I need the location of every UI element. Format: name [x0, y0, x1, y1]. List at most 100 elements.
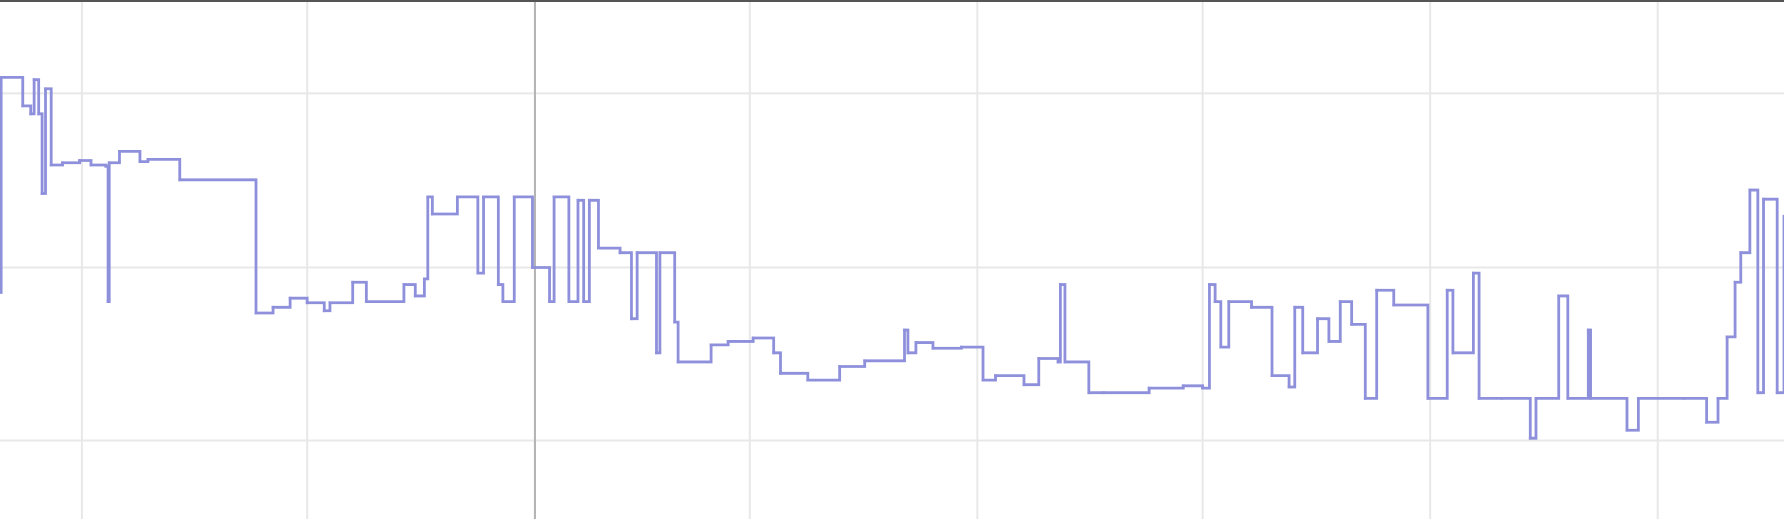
line-step [305, 301, 326, 313]
line-step [1350, 322, 1367, 400]
line-step [1375, 288, 1396, 307]
line-step [1181, 384, 1205, 390]
line-step [960, 345, 985, 382]
line-step [1392, 303, 1430, 400]
line-step [49, 161, 64, 167]
line-step [328, 280, 355, 305]
line-step [548, 195, 556, 304]
line-step [501, 195, 516, 304]
line-step [582, 198, 591, 304]
line-step [37, 112, 44, 195]
line-step [1058, 283, 1067, 364]
line-step [29, 78, 36, 116]
line-step [779, 371, 810, 382]
line-step [322, 301, 332, 313]
line-step [1762, 197, 1779, 395]
line-step [806, 365, 842, 382]
line-step [402, 283, 417, 298]
line-step [552, 195, 571, 304]
line-step [351, 280, 368, 304]
line-step [772, 351, 782, 375]
line-step [576, 198, 586, 304]
line-step [476, 195, 485, 275]
line-step [104, 164, 110, 304]
line-step [21, 104, 33, 116]
line-step [1451, 271, 1475, 355]
line-step [106, 161, 111, 304]
line-step [288, 296, 309, 305]
line-step [1056, 283, 1062, 364]
line-step [1293, 305, 1305, 355]
line-step [0, 75, 3, 294]
line-step [0, 75, 25, 108]
line-step [1733, 251, 1743, 284]
line-step [254, 305, 275, 315]
line-step [863, 328, 906, 363]
line-step [751, 336, 776, 355]
line-step [89, 163, 108, 168]
line-step [1250, 305, 1274, 377]
line-step [1201, 283, 1211, 390]
line-step [658, 251, 677, 324]
line-step [1227, 300, 1253, 309]
line-step [1500, 396, 1532, 440]
line-step [838, 359, 867, 368]
line-step [1534, 294, 1561, 400]
line-step [655, 251, 662, 355]
line-step [1063, 360, 1091, 395]
line-step [1756, 197, 1765, 395]
line-step [931, 345, 963, 350]
line-step [1363, 288, 1379, 400]
line-step [426, 195, 434, 216]
line-step [482, 195, 500, 286]
line-step [1716, 335, 1729, 400]
line-step [709, 340, 730, 347]
line-step [531, 266, 551, 304]
line-step [597, 246, 622, 255]
line-step [1775, 214, 1784, 395]
line-step [364, 283, 406, 304]
line-step [413, 277, 426, 298]
line-step [1270, 374, 1291, 389]
line-step [1426, 288, 1449, 400]
line-step [496, 283, 505, 304]
line-step [1725, 280, 1737, 339]
plot [0, 75, 1784, 440]
line-step [618, 251, 633, 321]
line-step [630, 251, 639, 321]
line-step [1287, 305, 1297, 389]
line-step [587, 198, 600, 250]
line-step [994, 374, 1026, 387]
line-step [107, 149, 121, 165]
line-step [635, 251, 658, 355]
line-step [1327, 300, 1342, 343]
line-step [1102, 386, 1151, 395]
line-step [1528, 396, 1538, 440]
line-step [567, 198, 580, 304]
line-step [1557, 294, 1570, 400]
line-step [1037, 357, 1060, 364]
line-step [422, 195, 430, 281]
line-step [118, 149, 142, 164]
line-step [1586, 328, 1592, 400]
line-step [32, 78, 41, 116]
line-step [1705, 396, 1720, 424]
line-step [1316, 317, 1331, 343]
line-step [44, 87, 53, 167]
line-step [981, 374, 997, 382]
line-step [1739, 188, 1752, 255]
line-step [455, 195, 480, 275]
line-step [1589, 396, 1629, 432]
line-step [1682, 396, 1709, 424]
line-step [1208, 283, 1217, 304]
line-step [673, 320, 680, 364]
line-step [1301, 317, 1319, 355]
line-step [1566, 328, 1590, 400]
line-step [676, 343, 713, 364]
line-step [1625, 396, 1640, 432]
line-step [146, 157, 182, 182]
line-step [1022, 357, 1041, 387]
